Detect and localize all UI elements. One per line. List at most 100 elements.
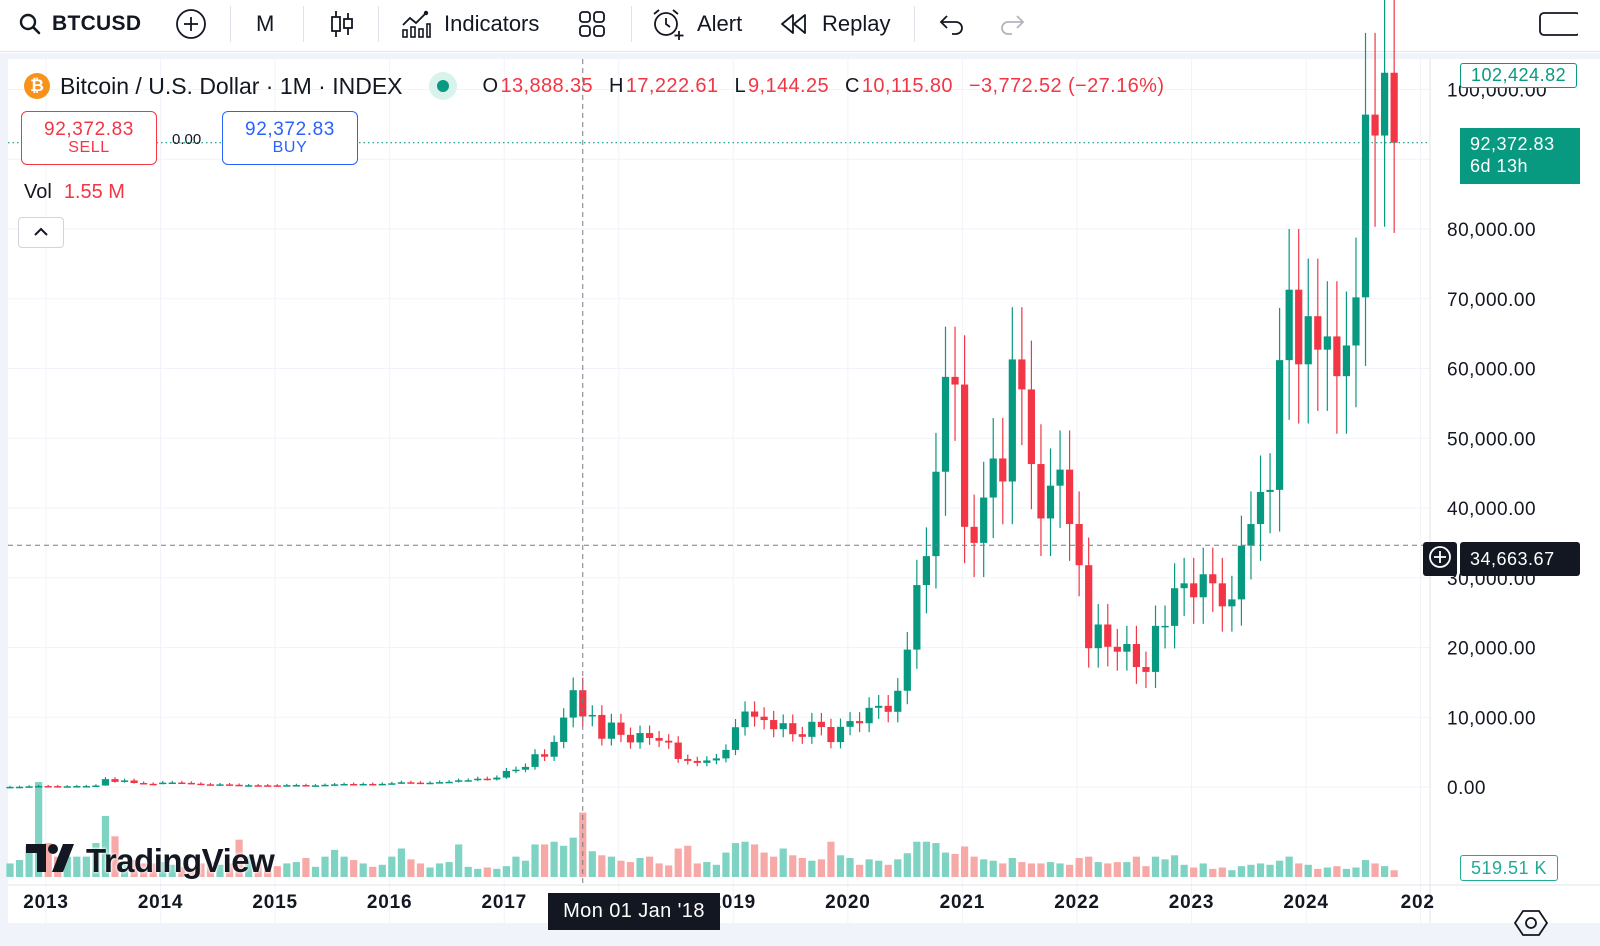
volume-bar [512,856,520,877]
volume-bar [1314,868,1322,877]
volume-bar [1361,860,1370,877]
low-value: 9,144.25 [747,74,830,97]
candle [1276,360,1284,490]
candle [1123,644,1131,652]
candle [1104,624,1112,647]
candle [1113,646,1121,652]
candle [206,784,215,786]
market-status-icon[interactable] [428,72,457,100]
candle [455,780,463,782]
volume-bar [1180,864,1188,877]
volume-bar [1170,855,1179,877]
candle [340,784,348,786]
chart-type-button[interactable] [328,0,356,48]
logo-text: TradingView [86,842,275,879]
candle [273,785,281,787]
candle [493,777,501,780]
price-scale-label: 60,000.00 [1447,360,1536,381]
chart-settings-button[interactable] [1513,908,1549,943]
volume-bar [455,844,463,877]
candle [187,782,195,785]
volume-bar [598,855,606,877]
alert-button[interactable]: Alert [651,0,742,48]
volume-bar [941,852,950,877]
volume-bar [1132,856,1141,877]
volume-bar [1352,867,1360,877]
sell-button[interactable]: 92,372.83 SELL [21,111,157,165]
fullscreen-button[interactable] [1538,0,1578,48]
candle [770,720,778,730]
volume-bar [665,865,673,877]
candle [827,727,835,743]
volume-bar [903,853,911,877]
candle [1342,345,1351,377]
price-scale-label: 70,000.00 [1447,290,1536,311]
candle [1228,599,1236,607]
sell-price: 92,372.83 [44,118,134,140]
symbol-title[interactable]: Bitcoin / U.S. Dollar · 1M · INDEX [60,72,403,99]
candle [159,782,167,785]
volume-bar [149,863,157,877]
candle [569,690,577,718]
candle [674,742,682,759]
volume-bar [35,782,43,877]
candle [789,723,797,735]
volume-bar [464,866,472,877]
volume-bar [73,856,81,877]
volume-bar [655,863,663,877]
candle [722,749,730,759]
compare-symbol-button[interactable] [175,0,207,48]
candle [855,721,864,724]
volume-bar [235,839,243,877]
candle [197,783,205,786]
volume-bar [760,852,768,877]
volume-bar [1323,867,1331,877]
volume-bar [712,864,720,877]
redo-button[interactable] [998,0,1026,48]
replay-button[interactable]: Replay [780,0,890,48]
volume-value: 1.55 M [63,181,125,203]
volume-bar [531,844,539,877]
volume-bar [989,860,997,877]
candle [531,754,539,767]
candle [626,734,635,743]
sell-label: SELL [68,138,110,156]
candle [1361,114,1370,298]
add-alert-button[interactable] [1423,542,1457,576]
candle [1027,389,1036,465]
tradingview-logo[interactable]: TradingView [26,842,275,880]
candle [1285,289,1293,361]
volume-bar [960,846,969,877]
undo-button[interactable] [938,0,966,48]
candle [63,786,71,788]
layout-templates-button[interactable] [578,0,606,48]
volume-bar [283,863,291,877]
time-scale-label: 2024 [1283,892,1328,913]
candle [932,471,940,557]
indicators-button[interactable]: Indicators [400,0,539,48]
candle [44,786,52,788]
volume-bar [1276,860,1284,877]
volume-bar [855,864,864,877]
collapse-legend-button[interactable] [18,217,64,248]
candle [913,585,921,650]
buy-button[interactable]: 92,372.83 BUY [222,111,358,165]
volume-bar [15,860,24,877]
volume-bar [1342,868,1351,877]
volume-bar [206,862,215,877]
interval-button[interactable]: M [256,11,275,36]
candle [35,786,43,788]
price-scale-label: 0.00 [1447,778,1486,799]
volume-bar [588,851,596,877]
candle [1247,524,1255,546]
candle [464,780,472,782]
symbol-search[interactable]: BTCUSD [18,0,141,48]
candle [292,785,300,787]
volume-bar [25,846,33,877]
volume-bar [607,856,615,877]
time-scale-label: 202 [1401,892,1435,913]
volume-bar [130,860,138,877]
candle [836,726,845,743]
candle [483,778,491,781]
